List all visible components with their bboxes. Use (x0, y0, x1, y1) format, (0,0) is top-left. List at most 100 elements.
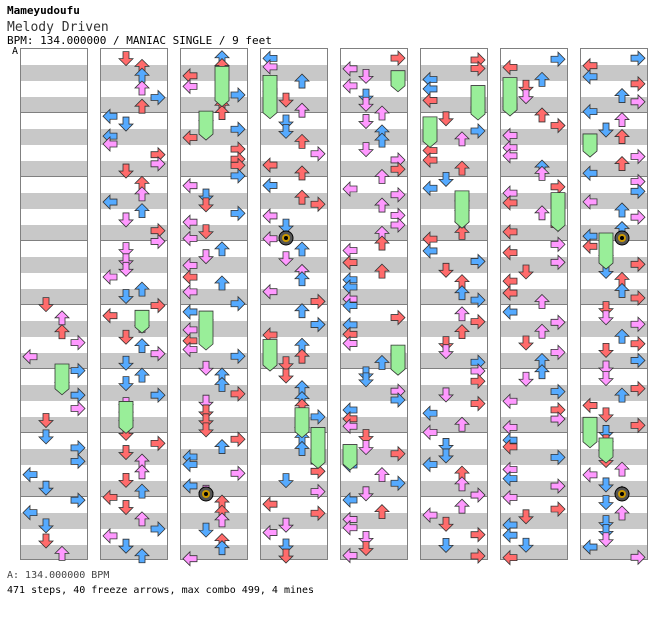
step-arrow-up (614, 328, 630, 344)
step-arrow-down (118, 212, 134, 228)
beat-stripe (421, 449, 487, 465)
step-arrow-left (502, 285, 518, 302)
step-arrow-down (438, 516, 454, 532)
step-arrow-down (278, 251, 294, 267)
step-arrow-left (582, 466, 598, 483)
step-arrow-down (358, 440, 374, 456)
beat-stripe (501, 129, 567, 145)
beat-stripe (101, 321, 167, 337)
measure-line (181, 304, 247, 305)
step-arrow-up (134, 281, 150, 297)
beat-stripe (421, 129, 487, 145)
step-arrow-down (598, 523, 614, 539)
step-arrow-up (214, 512, 230, 528)
beat-stripe (581, 385, 647, 401)
step-arrow-down (598, 122, 614, 138)
step-arrow-down (438, 448, 454, 464)
step-arrow-up (294, 241, 310, 257)
step-arrow-right (310, 316, 326, 333)
beat-stripe (261, 97, 327, 113)
step-arrow-up (374, 504, 390, 520)
beat-stripe (581, 65, 647, 81)
step-arrow-left (182, 214, 198, 231)
measure-line (581, 112, 647, 113)
arrow-layer (422, 52, 486, 564)
beat-stripe (101, 65, 167, 81)
step-arrow-left (422, 242, 438, 259)
step-arrow-down (598, 425, 614, 441)
beat-stripe (261, 129, 327, 145)
beat-stripe (101, 257, 167, 273)
step-arrow-right (230, 167, 246, 184)
step-arrow-down (198, 224, 214, 240)
step-arrow-up (374, 235, 390, 251)
step-arrow-down (278, 538, 294, 554)
freeze-arrow (198, 310, 214, 351)
beat-stripe (21, 257, 87, 273)
step-arrow-right (310, 505, 326, 522)
step-arrow-right (390, 309, 406, 326)
step-arrow-up (374, 105, 390, 121)
step-arrow-right (630, 75, 646, 92)
measure-line (101, 496, 167, 497)
step-arrow-left (502, 147, 518, 164)
step-arrow-up (534, 71, 550, 87)
step-arrow-up (614, 282, 630, 298)
beat-stripe (101, 545, 167, 559)
step-arrow-down (438, 336, 454, 352)
beat-stripe (181, 65, 247, 81)
step-arrow-down (438, 262, 454, 278)
step-arrow-down (598, 532, 614, 548)
mine-icon (278, 230, 294, 246)
beat-stripe (181, 449, 247, 465)
step-arrow-right (390, 50, 406, 67)
step-arrow-up (454, 476, 470, 492)
step-arrow-up (294, 271, 310, 287)
measure-line (421, 112, 487, 113)
measure-line (21, 176, 87, 177)
beat-stripe (261, 193, 327, 209)
beat-stripe (501, 385, 567, 401)
step-arrow-left (342, 335, 358, 352)
beat-stripe (421, 385, 487, 401)
step-arrow-up (294, 440, 310, 456)
beat-stripe (21, 225, 87, 241)
beat-stripe (581, 289, 647, 305)
beat-stripe (181, 481, 247, 497)
freeze-arrow (454, 190, 470, 229)
measure-line (421, 368, 487, 369)
arrow-layer (182, 50, 246, 567)
beat-stripe (341, 385, 407, 401)
beat-stripe (21, 545, 87, 559)
step-arrow-right (630, 50, 646, 67)
step-arrow-down (118, 538, 134, 554)
step-arrow-down (358, 541, 374, 557)
step-arrow-down (518, 371, 534, 387)
beat-stripe (101, 481, 167, 497)
step-arrow-up (134, 548, 150, 564)
step-arrow-left (582, 193, 598, 210)
measure-line (181, 240, 247, 241)
step-arrow-down (38, 413, 54, 429)
step-arrow-down (278, 92, 294, 108)
freeze-arrow (262, 74, 278, 120)
step-arrow-right (630, 417, 646, 434)
step-arrow-up (374, 467, 390, 483)
bpm-section-marker: A (12, 46, 19, 57)
step-arrow-down (118, 289, 134, 305)
step-arrow-up (454, 160, 470, 176)
step-arrow-left (582, 539, 598, 556)
step-arrow-left (102, 194, 118, 211)
beat-stripe (421, 417, 487, 433)
step-arrow-down (358, 88, 374, 104)
beat-stripe (341, 545, 407, 559)
step-arrow-down (438, 387, 454, 403)
measure-line (421, 176, 487, 177)
beat-stripe (101, 513, 167, 529)
measure-line (421, 432, 487, 433)
measure-line (21, 432, 87, 433)
beat-stripe (101, 97, 167, 113)
beat-stripe (261, 385, 327, 401)
